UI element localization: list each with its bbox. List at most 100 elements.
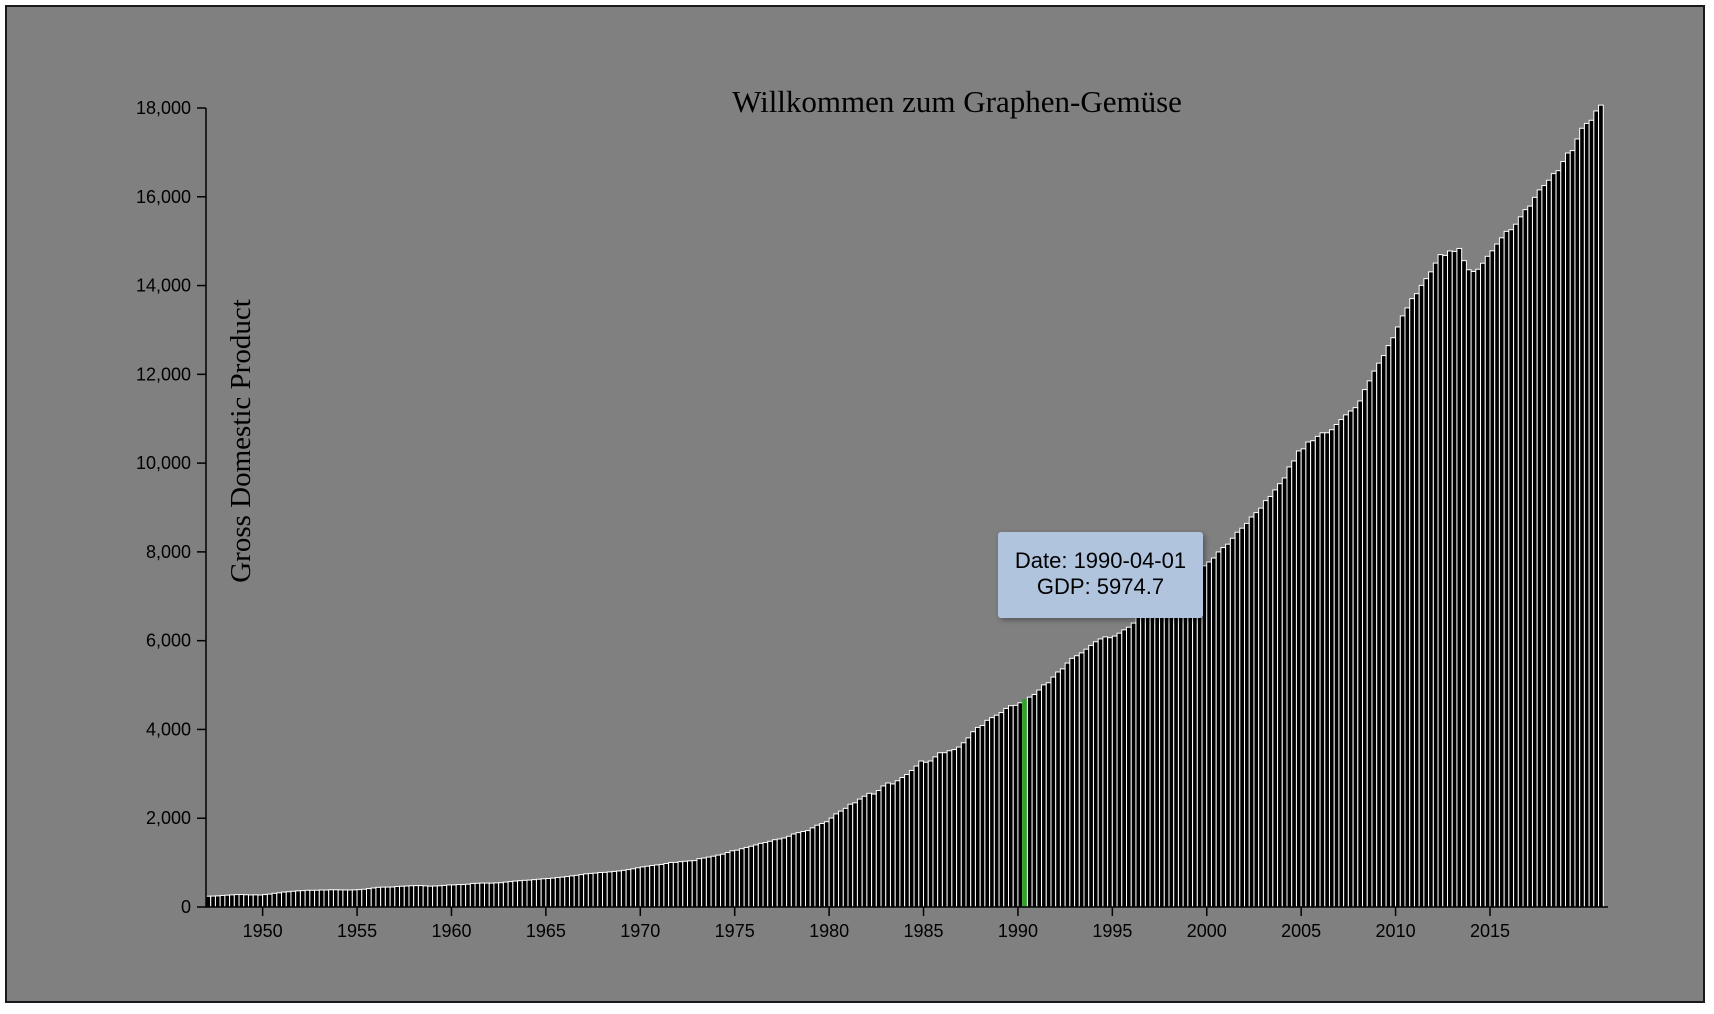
bar bbox=[568, 875, 575, 908]
bar bbox=[1083, 648, 1090, 908]
bar bbox=[1555, 170, 1562, 908]
bar bbox=[559, 876, 566, 908]
bar bbox=[507, 881, 514, 908]
bar bbox=[545, 878, 552, 908]
bar bbox=[1362, 389, 1368, 908]
bar bbox=[1423, 278, 1430, 908]
bar bbox=[1192, 571, 1198, 908]
bar bbox=[1489, 250, 1496, 908]
bar bbox=[1428, 271, 1434, 908]
bar bbox=[1437, 254, 1444, 908]
bar bbox=[432, 885, 438, 908]
bar bbox=[1442, 254, 1449, 908]
bar bbox=[408, 885, 415, 908]
bar bbox=[1064, 662, 1071, 908]
bar bbox=[979, 724, 986, 908]
bar bbox=[771, 839, 778, 908]
y-axis-title: Gross Domestic Product bbox=[225, 299, 257, 583]
bar bbox=[682, 860, 688, 908]
bar bbox=[276, 892, 283, 908]
bar bbox=[653, 864, 660, 908]
y-tick-label: 2,000 bbox=[146, 808, 191, 828]
bar bbox=[1465, 269, 1472, 908]
bar bbox=[753, 844, 759, 908]
bar bbox=[214, 895, 221, 908]
bar bbox=[517, 880, 523, 908]
bar bbox=[734, 849, 740, 908]
bar bbox=[1451, 250, 1458, 908]
bar bbox=[1494, 243, 1500, 908]
bar bbox=[956, 746, 962, 908]
bar bbox=[285, 891, 292, 908]
bar bbox=[502, 881, 509, 908]
bar bbox=[776, 838, 783, 908]
bar bbox=[1201, 565, 1208, 908]
bar bbox=[1026, 696, 1033, 908]
bar bbox=[422, 885, 429, 908]
bar bbox=[210, 895, 216, 908]
bar bbox=[370, 887, 377, 908]
bar bbox=[328, 889, 334, 908]
bar bbox=[1229, 537, 1236, 908]
bar bbox=[814, 824, 821, 908]
bar bbox=[1177, 580, 1184, 908]
bar bbox=[1432, 262, 1439, 908]
x-tick-label: 1980 bbox=[809, 921, 849, 941]
bar bbox=[436, 885, 443, 908]
bar bbox=[266, 893, 273, 908]
bar bbox=[375, 886, 382, 908]
bar bbox=[1333, 424, 1340, 908]
bar bbox=[351, 889, 358, 908]
gdp-bar-chart: Willkommen zum Graphen-Gemüse Gross Dome… bbox=[136, 84, 1608, 941]
bar bbox=[531, 879, 537, 908]
bar bbox=[743, 846, 750, 908]
bar bbox=[762, 842, 769, 908]
bar bbox=[625, 869, 632, 908]
bar bbox=[899, 777, 906, 908]
bar bbox=[1541, 185, 1548, 908]
bar bbox=[427, 885, 434, 908]
bar bbox=[620, 869, 627, 908]
bar bbox=[1149, 606, 1156, 908]
bar bbox=[361, 888, 367, 908]
bar bbox=[937, 752, 943, 908]
x-tick-label: 1955 bbox=[337, 921, 377, 941]
bar bbox=[880, 785, 887, 908]
tooltip-date: Date: 1990-04-01 bbox=[1014, 548, 1187, 573]
bar bbox=[757, 842, 764, 908]
bar bbox=[932, 756, 939, 908]
bar bbox=[1404, 307, 1411, 908]
bar bbox=[1380, 355, 1387, 908]
x-tick-label: 1970 bbox=[620, 921, 660, 941]
bar bbox=[885, 782, 891, 908]
bar bbox=[535, 878, 542, 908]
bar bbox=[786, 835, 792, 908]
bar bbox=[630, 868, 637, 908]
bar bbox=[1244, 522, 1250, 908]
bar bbox=[993, 714, 1000, 908]
bar bbox=[946, 750, 953, 908]
bar bbox=[1140, 612, 1146, 908]
bar bbox=[469, 882, 476, 908]
x-tick-label: 2005 bbox=[1281, 921, 1321, 941]
y-tick-label: 16,000 bbox=[136, 187, 191, 207]
bar bbox=[1461, 260, 1467, 908]
bar bbox=[1522, 209, 1529, 908]
bar bbox=[1291, 460, 1297, 908]
bar bbox=[847, 803, 854, 908]
bar bbox=[1210, 557, 1217, 908]
bar bbox=[923, 761, 929, 908]
bar bbox=[1031, 694, 1038, 908]
bar bbox=[908, 769, 915, 908]
bar bbox=[1588, 119, 1595, 908]
bar bbox=[526, 879, 533, 908]
bar bbox=[738, 848, 745, 908]
bar bbox=[564, 876, 570, 908]
bar bbox=[1314, 435, 1321, 908]
bar bbox=[1546, 179, 1552, 908]
bar bbox=[219, 894, 226, 908]
bar bbox=[1059, 668, 1066, 908]
bar bbox=[446, 884, 452, 908]
bar bbox=[1102, 636, 1109, 908]
bar bbox=[913, 765, 920, 908]
